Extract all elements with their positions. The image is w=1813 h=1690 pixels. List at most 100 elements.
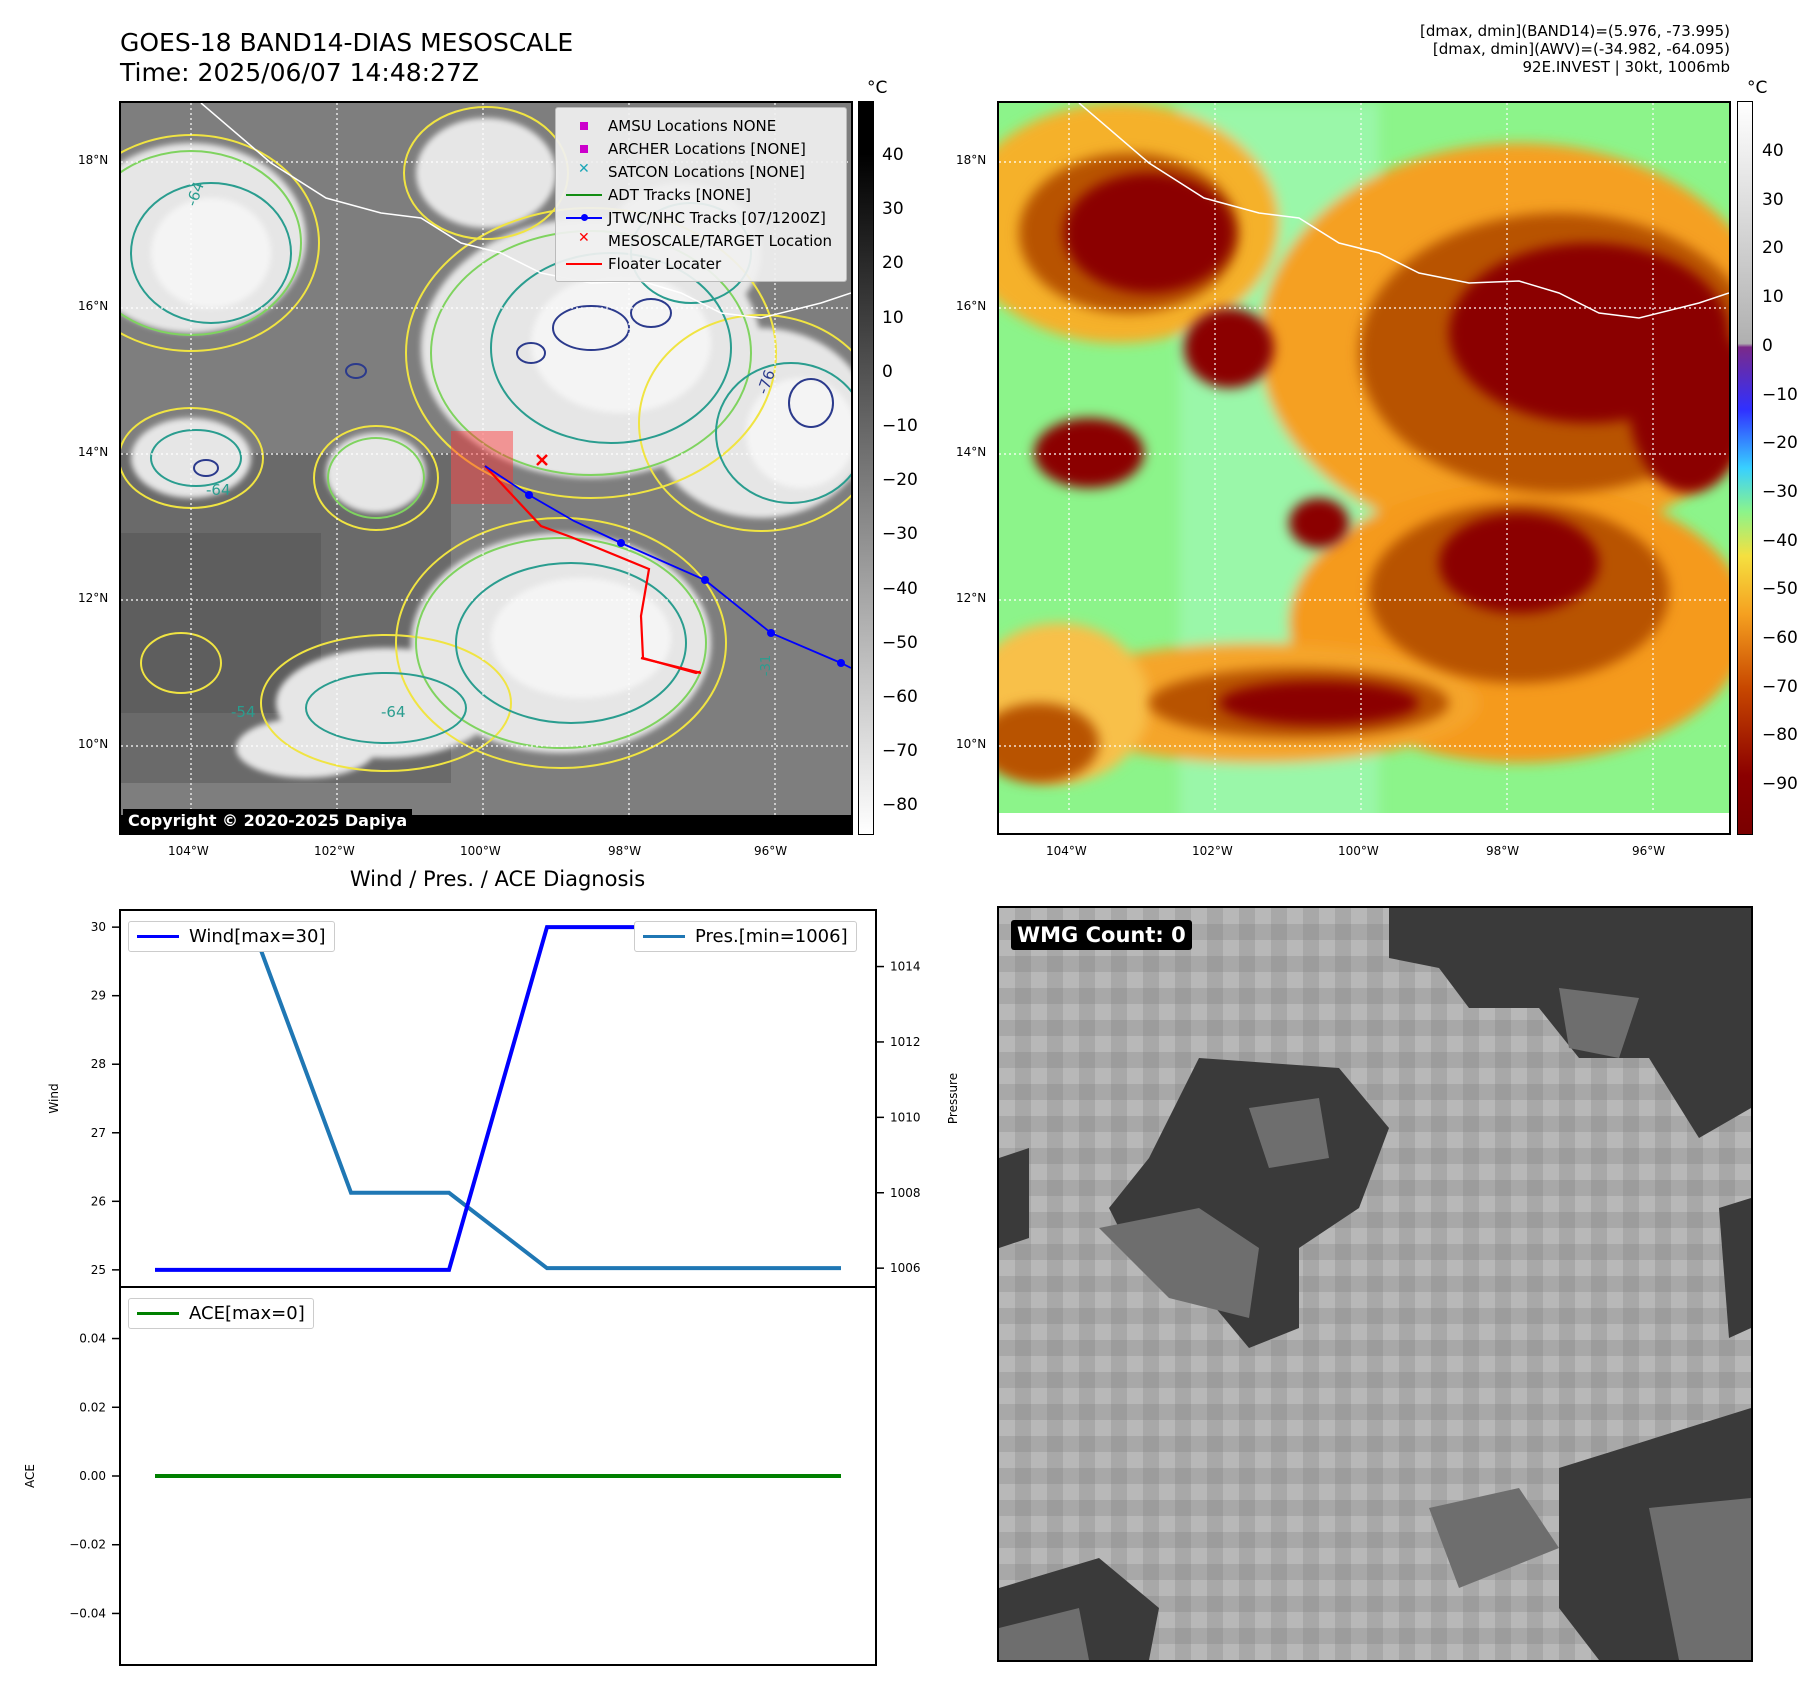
colorbar-tick-label: 20 [882, 253, 904, 274]
wind-axis-tick-label: 27 [91, 1126, 106, 1140]
lon-label: 100°W [1338, 844, 1379, 858]
wind-axis-label: Wind [47, 1083, 61, 1113]
wind-legend-label: Wind[max=30] [189, 926, 326, 947]
colorbar-tick-label: −70 [882, 741, 918, 762]
pressure-axis-tick-label: 1010 [890, 1110, 921, 1124]
legend-item-mesoscale: ✕ MESOSCALE/TARGET Location [578, 229, 833, 250]
floater-box [451, 431, 513, 504]
colorbar-tick-label: −80 [1762, 725, 1798, 746]
wmg-panel: WMG Count: 0 [997, 906, 1753, 1662]
legend-label: AMSU Locations NONE [608, 116, 777, 135]
pressure-axis-label: Pressure [946, 1073, 960, 1124]
legend-item-satcon: ✕ SATCON Locations [NONE] [578, 160, 805, 181]
ace-legend: ACE[max=0] [128, 1298, 314, 1329]
ace-axis-tick-label: 0.02 [79, 1400, 106, 1414]
colorbar-tick-label: −30 [1762, 481, 1798, 502]
copyright-notice: Copyright © 2020-2025 Dapiya [123, 809, 413, 832]
lat-label: 16°N [956, 299, 987, 313]
lon-label: 104°W [1046, 844, 1087, 858]
lon-label: 104°W [168, 844, 209, 858]
pressure-axis-tick-label: 1014 [890, 960, 921, 974]
legend-label: ADT Tracks [NONE] [608, 185, 752, 204]
stats-band14: [dmax, dmin](BAND14)=(5.976, -73.995) [1419, 22, 1730, 40]
wind-legend: Wind[max=30] [128, 921, 335, 952]
contour-label: -31 [759, 654, 775, 677]
pressure-series-line [155, 926, 841, 1271]
colorbar-tick-label: 40 [1762, 141, 1784, 161]
wind-legend-swatch [137, 935, 179, 938]
lon-label: 102°W [314, 844, 355, 858]
wind-axis-tick-label: 26 [91, 1194, 106, 1208]
pressure-legend-label: Pres.[min=1006] [695, 926, 848, 947]
ace-legend-swatch [137, 1312, 179, 1315]
colorbar-tick-label: −60 [1762, 628, 1798, 648]
wind-axis-tick-label: 28 [91, 1057, 106, 1071]
colorbar-tick-label: 30 [882, 199, 904, 220]
lat-label: 10°N [956, 737, 987, 751]
stats-awv: [dmax, dmin](AWV)=(-34.982, -64.095) [1432, 40, 1730, 58]
colorbar-tick-label: −20 [882, 470, 918, 491]
legend-item-jtwc: JTWC/NHC Tracks [07/1200Z] [564, 206, 838, 229]
wind-series-line [155, 925, 841, 1272]
legend-item-adt: ADT Tracks [NONE] [564, 183, 838, 206]
colorbar-tick-label: −20 [1762, 433, 1798, 454]
lon-label: 100°W [460, 844, 501, 858]
legend-label: SATCON Locations [NONE] [608, 162, 805, 181]
colorbar-tick-label: 10 [882, 307, 904, 328]
ace-legend-label: ACE[max=0] [189, 1303, 305, 1324]
ace-axis-label: ACE [23, 1464, 37, 1488]
legend-label: JTWC/NHC Tracks [07/1200Z] [608, 208, 826, 227]
lon-label: 96°W [754, 844, 788, 858]
lon-label: 98°W [1486, 844, 1520, 858]
colorbar-tick-label: −70 [1762, 676, 1798, 697]
legend-label: Floater Locater [608, 254, 722, 273]
colorbar-tick-label: 40 [882, 145, 904, 165]
colorbar-tick-label: 0 [882, 361, 893, 382]
wind-axis-tick-label: 29 [91, 989, 106, 1003]
colorbar-tick-label: 30 [1762, 189, 1784, 210]
colorbar-unit: °C [1747, 78, 1768, 98]
colorbar-tick-label: −40 [1762, 530, 1798, 551]
pressure-axis-tick-label: 1012 [890, 1035, 921, 1049]
colorbar-tick-label: 0 [1762, 335, 1773, 356]
diagnosis-title: Wind / Pres. / ACE Diagnosis [349, 867, 646, 891]
lon-label: 98°W [608, 844, 642, 858]
wmg-image [999, 908, 1751, 1660]
title-line-product: GOES-18 BAND14-DIAS MESOSCALE [120, 28, 574, 57]
colorbar-unit: °C [867, 78, 888, 98]
title-line-time: Time: 2025/06/07 14:48:27Z [120, 58, 479, 87]
legend-label: MESOSCALE/TARGET Location [608, 231, 833, 250]
jtwc-track [484, 465, 851, 669]
colorbar-tick-label: −10 [1762, 384, 1798, 405]
pressure-legend: Pres.[min=1006] [634, 921, 857, 952]
colorbar-tick-label: 10 [1762, 287, 1784, 308]
legend-item-amsu: AMSU Locations NONE [564, 114, 838, 137]
lat-label: 10°N [78, 737, 109, 751]
lat-label: 16°N [78, 299, 109, 313]
lat-label: 18°N [956, 153, 987, 167]
target-location-marker [536, 454, 548, 466]
pressure-axis-tick-label: 1008 [890, 1186, 921, 1200]
colorbar-tick-label: −40 [882, 578, 918, 599]
legend-label: ARCHER Locations [NONE] [608, 139, 806, 158]
colorbar-tick-label: 20 [1762, 238, 1784, 259]
ace-axis-tick-label: −0.02 [69, 1538, 106, 1552]
pressure-axis-tick-label: 1006 [890, 1261, 921, 1275]
colorbar-tick-label: −90 [1762, 774, 1798, 795]
lon-label: 96°W [1632, 844, 1666, 858]
ir-colorbar [858, 101, 874, 835]
lat-label: 14°N [78, 445, 109, 459]
wmg-count-label: WMG Count: 0 [1011, 920, 1192, 950]
colorbar-tick-label: −50 [882, 632, 918, 653]
map-legend: AMSU Locations NONE ARCHER Locations [NO… [555, 107, 847, 282]
contour-label: -64 [206, 481, 231, 499]
legend-item-archer: ARCHER Locations [NONE] [564, 137, 838, 160]
ace-axis-tick-label: 0.00 [79, 1469, 106, 1483]
colorbar-tick-label: −50 [1762, 579, 1798, 600]
colorbar-tick-label: −30 [882, 524, 918, 545]
lat-label: 12°N [78, 591, 109, 605]
wind-axis-tick-label: 25 [91, 1263, 106, 1277]
colorbar-tick-label: −10 [882, 416, 918, 436]
ace-axis-tick-label: 0.04 [79, 1332, 106, 1346]
legend-item-floater: Floater Locater [564, 252, 838, 275]
